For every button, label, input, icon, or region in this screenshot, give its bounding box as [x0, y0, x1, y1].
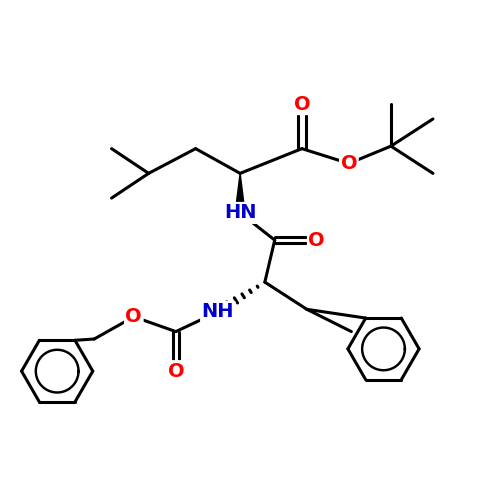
Text: O: O	[308, 230, 325, 250]
Text: O: O	[126, 307, 142, 326]
Text: O: O	[168, 362, 184, 380]
Text: O: O	[294, 94, 310, 114]
Text: HN: HN	[224, 204, 256, 223]
Text: NH: NH	[202, 302, 234, 322]
Text: O: O	[340, 154, 357, 173]
Polygon shape	[235, 174, 245, 213]
